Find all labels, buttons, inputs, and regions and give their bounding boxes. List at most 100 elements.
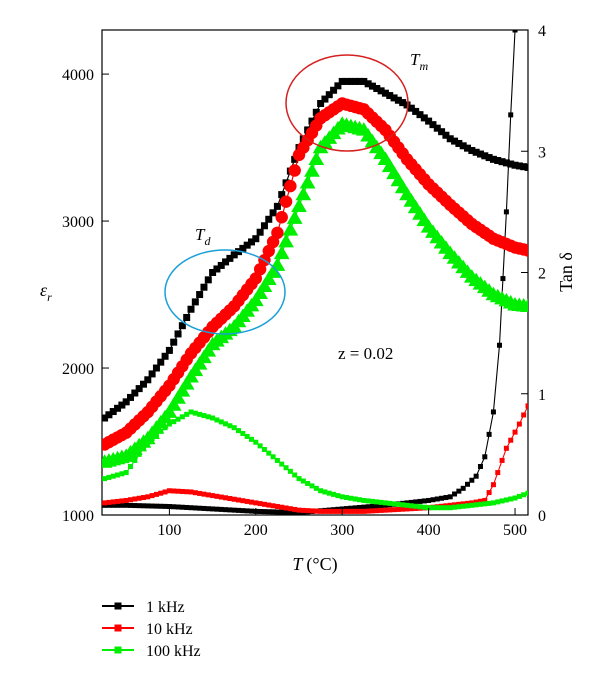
permittivity-point [118,401,126,409]
permittivity-point [521,244,528,257]
permittivity-point [356,77,364,85]
tan-delta-point [447,494,453,500]
permittivity-point [304,163,320,177]
tan-delta-point [378,503,384,509]
ticks-layer: 100 200 300 400 500 1000 2000 3000 4000 0 1 2 3 4 [62,23,546,539]
permittivity-point [252,235,260,243]
tan-delta-point [477,464,483,469]
tan-delta-point [352,496,358,502]
tan-delta-point [248,499,254,505]
x-tick-label: 300 [330,522,354,539]
tan-delta-point [119,498,125,504]
permittivity-point [247,292,264,307]
tan-delta-point [395,501,401,507]
tan-delta-point [175,504,181,510]
tan-delta-point [512,30,518,33]
permittivity-point [122,398,130,406]
tan-delta-point [136,495,142,501]
permittivity-point [381,89,389,97]
tan-delta-point [309,483,315,489]
permittivity-point [438,128,446,136]
tan-delta-point [158,490,164,496]
tan-delta-point [335,508,341,514]
permittivity-point [279,195,293,208]
tan-delta-point [279,504,285,510]
permittivity-point [109,408,117,416]
tan-delta-point [292,506,298,512]
permittivity-point [291,198,307,213]
tan-delta-point [214,493,220,499]
tan-delta-point [465,481,471,487]
tan-delta-point [123,502,129,508]
y-right-tick-label: 4 [538,23,546,40]
tan-delta-point [210,506,216,512]
y-right-axis-title: Tan δ [556,252,576,292]
permittivity-point [520,163,528,171]
permittivity-point [502,159,510,167]
permittivity-point [520,298,528,312]
tan-delta-point [495,470,501,476]
permittivity-point [265,264,281,278]
tan-delta-point [456,504,462,510]
z-annotation: z = 0.02 [338,344,393,363]
tan-delta-point [128,497,134,503]
permittivity-point [200,283,208,291]
tan-delta-point [391,501,397,507]
tan-delta-point [452,504,458,510]
legend-item-1khz: 1 kHz [102,599,185,616]
tan-delta-point [244,508,250,514]
tan-delta-point [365,508,371,514]
permittivity-point [165,397,182,411]
tan-delta-point [223,495,229,501]
tan-delta-point [106,502,112,508]
tan-delta-point [318,508,324,514]
tan-delta-point [274,457,280,463]
tan-delta-point [218,419,224,425]
tan-delta-point [179,504,185,510]
series-100khz [102,116,528,511]
tan-delta-point [447,505,453,511]
tan-delta-point [322,508,328,514]
permittivity-point [131,389,139,397]
tan-delta-point [357,497,363,503]
tan-delta-point [374,508,380,514]
y-right-tick-label: 1 [538,387,546,404]
y-right-tick-label: 0 [538,508,546,525]
permittivity-point [165,346,173,354]
tan-delta-point [482,497,488,503]
tan-delta-point [477,498,483,504]
tan-delta-point [452,491,458,497]
tan-delta-point [244,433,250,439]
tan-delta-point [348,505,354,511]
permittivity-point [343,77,351,85]
tan-delta-point [490,500,496,506]
permittivity-point [325,91,333,99]
tan-delta-point [352,505,358,511]
tan-delta-point [482,501,488,507]
tan-delta-point [128,502,134,508]
tan-delta-point [149,436,155,442]
tan-delta-point [145,439,151,445]
series-1khz [102,30,528,515]
permittivity-point [489,155,497,163]
tan-delta-point [236,497,242,503]
tan-delta-point [283,505,289,511]
permittivity-point [278,191,286,199]
tan-delta-point [499,498,505,504]
legend-label: 1 kHz [146,599,185,616]
permittivity-point [157,358,165,366]
tan-delta-point [261,447,267,453]
x-axis-title-unit: (°C) [306,554,337,575]
tan-delta-point [248,436,254,442]
tan-delta-point [500,276,506,282]
tan-delta-point [486,431,492,437]
permittivity-point [247,238,255,246]
permittivity-point [273,202,281,210]
permittivity-point [105,411,113,419]
tan-delta-point [382,500,388,506]
tan-delta-point [188,505,194,511]
tan-delta-point [201,413,207,419]
tan-delta-point [119,471,125,477]
tan-delta-point [313,485,319,491]
y-left-tick-label: 2000 [62,361,94,378]
